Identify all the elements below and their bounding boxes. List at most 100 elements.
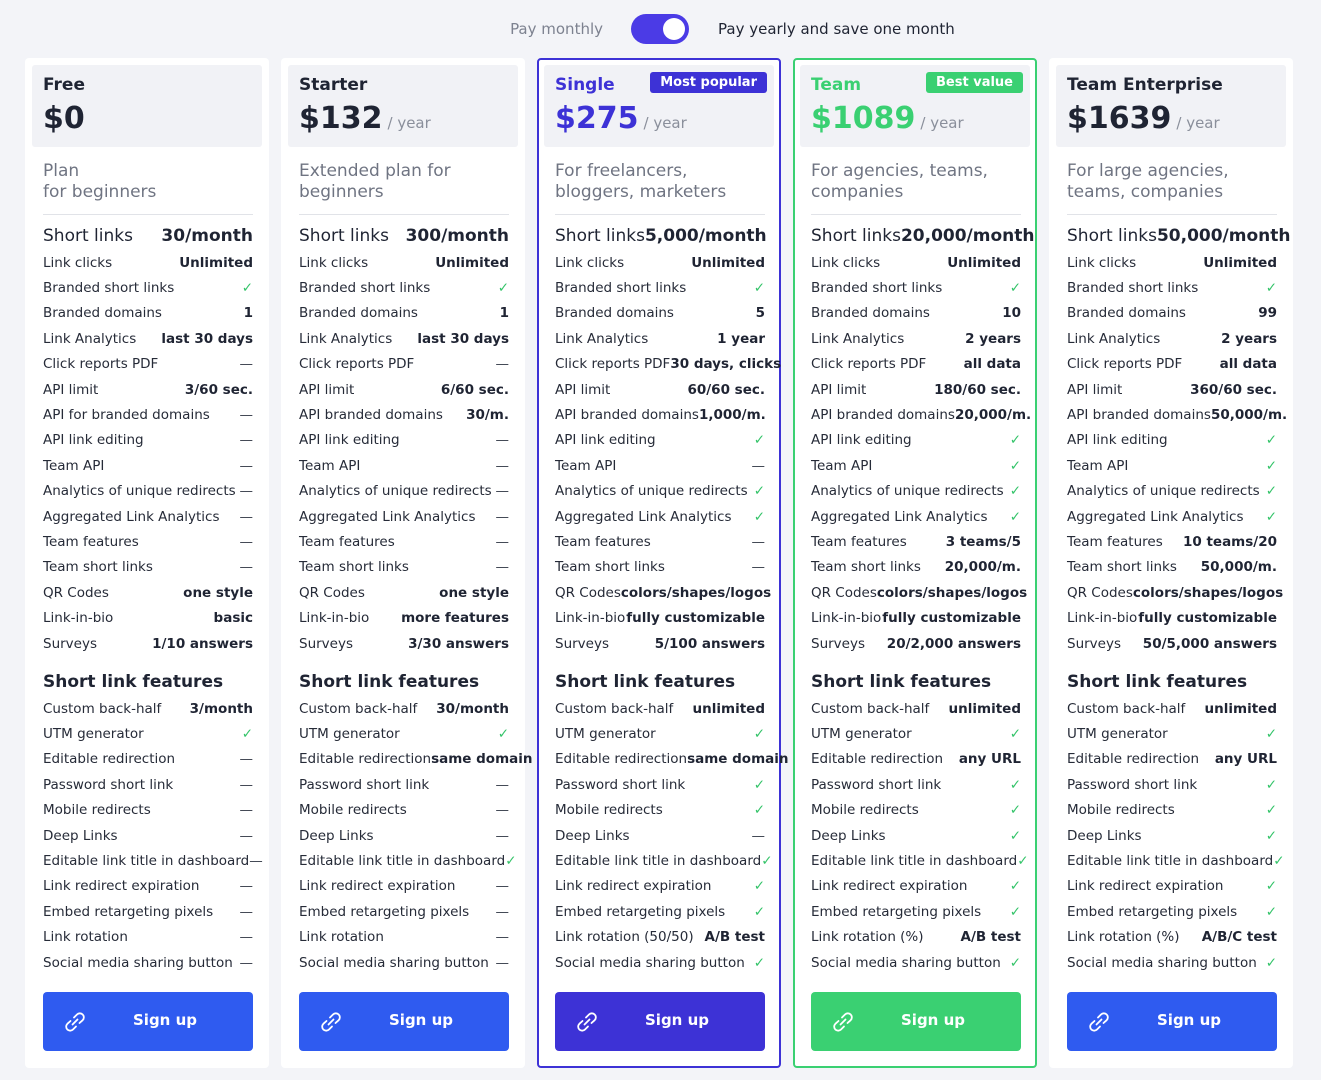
price-line: $1639/ year — [1067, 101, 1220, 136]
feature-label: Deep Links — [299, 827, 374, 844]
plan-header: Starter $132/ year — [288, 65, 518, 147]
dash-icon: — — [495, 356, 510, 373]
check-icon: ✓ — [753, 280, 765, 297]
feature-label: Social media sharing button — [1067, 954, 1257, 971]
feature-value: fully customizable — [626, 610, 765, 627]
feature-label: Surveys — [43, 635, 97, 652]
feature-row: Branded short links ✓ — [555, 275, 765, 300]
feature-label: Click reports PDF — [555, 356, 671, 373]
feature-row: Mobile redirects — — [299, 798, 509, 823]
feature-label: Custom back-half — [1067, 700, 1186, 717]
check-icon: ✓ — [753, 878, 765, 895]
feature-label: Link redirect expiration — [811, 878, 968, 895]
plan-price: $275 — [555, 101, 639, 136]
feature-label: Team API — [1067, 457, 1129, 474]
divider — [811, 214, 1021, 215]
feature-label: Mobile redirects — [811, 802, 919, 819]
feature-row: API link editing — — [43, 428, 253, 453]
feature-label: Aggregated Link Analytics — [43, 508, 220, 525]
feature-label: UTM generator — [43, 726, 144, 743]
feature-row: Link-in-bio fully customizable — [811, 605, 1021, 630]
feature-label: Password short link — [43, 776, 174, 793]
dash-icon: — — [495, 903, 510, 920]
signup-label: Sign up — [1157, 1011, 1221, 1029]
feature-label: QR Codes — [1067, 584, 1133, 601]
plan-price: $1639 — [1067, 101, 1172, 136]
feature-label: Embed retargeting pixels — [43, 903, 214, 920]
feature-label: Analytics of unique redirects — [811, 483, 1004, 500]
feature-row: Editable redirection — — [43, 747, 253, 772]
feature-row: Link redirect expiration — — [43, 874, 253, 899]
feature-label: Team short links — [1067, 559, 1177, 576]
feature-row: Mobile redirects — — [43, 798, 253, 823]
feature-row: Surveys 5/100 answers — [555, 631, 765, 656]
feature-value: last 30 days — [417, 330, 509, 347]
feature-label: Click reports PDF — [299, 356, 415, 373]
feature-label: API branded domains — [1067, 407, 1211, 424]
feature-value: one style — [439, 584, 509, 601]
link-icon — [829, 1008, 857, 1036]
section-title: Short links — [555, 226, 645, 246]
feature-row: Password short link — — [299, 772, 509, 797]
feature-row: Link-in-bio fully customizable — [555, 605, 765, 630]
feature-label: API limit — [1067, 381, 1123, 398]
section-value: 30/month — [161, 226, 253, 246]
section-header: Short links 300/month — [299, 222, 509, 250]
section-header: Short link features — [555, 668, 765, 696]
feature-label: Link rotation — [299, 929, 384, 946]
feature-value: 3/30 answers — [408, 635, 509, 652]
signup-button[interactable]: Sign up — [299, 992, 509, 1051]
billing-period-switch[interactable] — [631, 14, 689, 44]
signup-button[interactable]: Sign up — [1067, 992, 1277, 1051]
feature-row: Editable link title in dashboard ✓ — [1067, 848, 1285, 873]
feature-label: Custom back-half — [555, 700, 674, 717]
feature-row: Link clicks Unlimited — [811, 250, 1021, 275]
section-value: 50,000/month — [1156, 226, 1291, 246]
feature-value: 180/60 sec. — [934, 381, 1021, 398]
plan-price: $132 — [299, 101, 383, 136]
feature-value: colors/shapes/logos — [620, 584, 772, 601]
dash-icon: — — [239, 776, 254, 793]
signup-button[interactable]: Sign up — [43, 992, 253, 1051]
price-period: / year — [643, 114, 687, 132]
feature-label: Branded short links — [43, 280, 175, 297]
check-icon: ✓ — [497, 726, 509, 743]
feature-value: 20/2,000 answers — [886, 635, 1021, 652]
check-icon: ✓ — [1009, 776, 1021, 793]
section-title: Short links — [1067, 226, 1157, 246]
feature-label: Branded short links — [299, 280, 431, 297]
feature-row: Editable redirection any URL — [811, 747, 1021, 772]
feature-row: Deep Links — — [43, 823, 253, 848]
feature-row: API link editing — — [299, 428, 509, 453]
feature-row: Click reports PDF 30 days, clicks — [555, 352, 781, 377]
feature-value: fully customizable — [1138, 610, 1277, 627]
feature-value: any URL — [1214, 751, 1277, 768]
feature-row: Password short link ✓ — [1067, 772, 1277, 797]
feature-row: Editable link title in dashboard ✓ — [299, 848, 517, 873]
feature-value: 60/60 sec. — [687, 381, 765, 398]
section-title: Short link features — [299, 672, 480, 692]
feature-row: Embed retargeting pixels ✓ — [811, 899, 1021, 924]
feature-row: Deep Links — — [555, 823, 765, 848]
signup-button[interactable]: Sign up — [811, 992, 1021, 1051]
signup-button[interactable]: Sign up — [555, 992, 765, 1051]
feature-row: Social media sharing button ✓ — [1067, 950, 1277, 975]
switch-knob — [663, 18, 685, 40]
feature-row: Link Analytics 2 years — [811, 326, 1021, 351]
signup-label: Sign up — [389, 1011, 453, 1029]
feature-value: 1/10 answers — [152, 635, 253, 652]
section-header: Short link features — [811, 668, 1021, 696]
section-header: Short link features — [299, 668, 509, 696]
check-icon: ✓ — [1265, 878, 1277, 895]
feature-value: A/B/C test — [1201, 929, 1277, 946]
check-icon: ✓ — [1265, 827, 1277, 844]
feature-label: Branded short links — [811, 280, 943, 297]
pay-yearly-label[interactable]: Pay yearly and save one month — [718, 20, 955, 38]
feature-value: colors/shapes/logos — [876, 584, 1028, 601]
check-icon: ✓ — [1009, 726, 1021, 743]
feature-label: Editable link title in dashboard — [555, 853, 762, 870]
dash-icon: — — [239, 508, 254, 525]
pay-monthly-label[interactable]: Pay monthly — [510, 20, 603, 38]
feature-row: Branded short links ✓ — [43, 275, 253, 300]
feature-value: unlimited — [692, 700, 765, 717]
